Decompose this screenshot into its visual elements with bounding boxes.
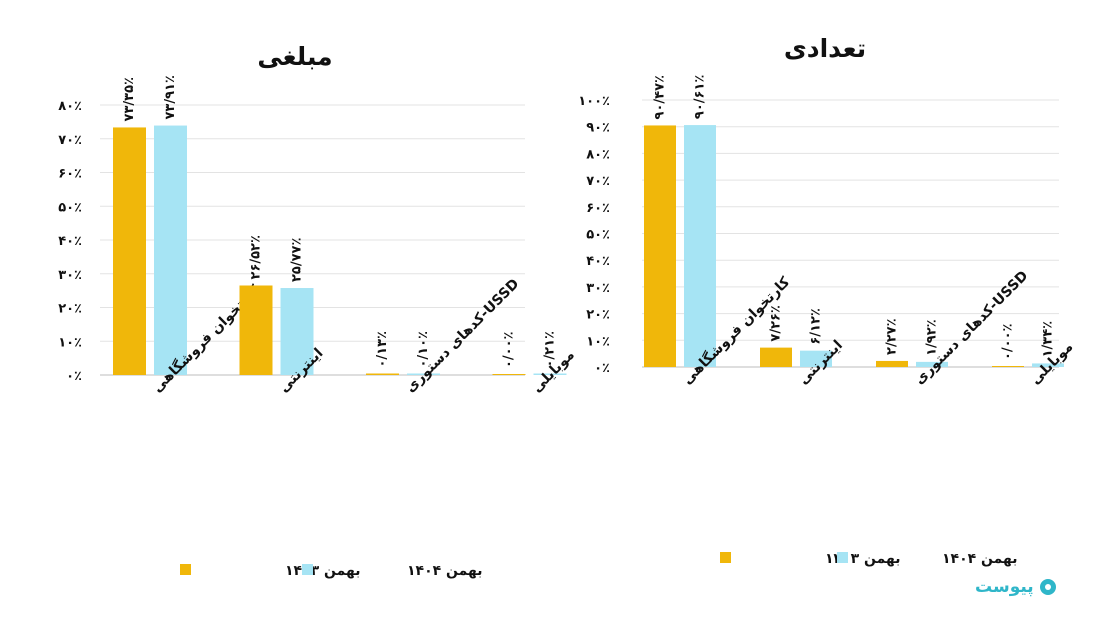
data-label: ۰/۰۰٪ bbox=[1001, 323, 1016, 360]
legend-label: بهمن ۱۴۰۴ bbox=[942, 551, 1018, 567]
chart-title: تعدادی bbox=[784, 34, 866, 63]
bar bbox=[876, 360, 908, 367]
y-tick-label: ۱۰٪ bbox=[58, 335, 82, 350]
y-tick-label: ۸۰٪ bbox=[58, 99, 82, 114]
bar bbox=[800, 350, 832, 367]
chart-title: مبلغی bbox=[257, 42, 332, 71]
data-label: ۶/۱۲٪ bbox=[809, 308, 824, 345]
data-label: ۲/۲۷٪ bbox=[885, 318, 900, 355]
y-tick-label: ۷۰٪ bbox=[58, 133, 82, 148]
legend-swatch bbox=[180, 564, 191, 575]
legend-swatch bbox=[720, 552, 731, 563]
data-label: ۱/۹۲٪ bbox=[925, 319, 940, 356]
logo-text: پیوست bbox=[975, 577, 1034, 597]
data-label: ۱/۳۴٪ bbox=[1041, 321, 1056, 358]
y-tick-label: ۴۰٪ bbox=[586, 254, 610, 269]
publisher-logo: پیوست bbox=[975, 574, 1087, 600]
data-label: ۷۳/۳۵٪ bbox=[122, 77, 137, 121]
bar bbox=[407, 373, 440, 375]
bar bbox=[684, 125, 716, 368]
data-label: ۰/۱۰٪ bbox=[416, 331, 431, 368]
bar bbox=[239, 285, 273, 375]
bar bbox=[113, 127, 146, 375]
data-label: ۲۵/۷۷٪ bbox=[290, 238, 305, 282]
y-tick-label: ۵۰٪ bbox=[58, 200, 82, 215]
bar bbox=[280, 288, 314, 375]
bar bbox=[492, 374, 526, 375]
data-label: ۰/۰۰٪ bbox=[502, 331, 517, 368]
legend-swatch bbox=[302, 564, 313, 575]
data-label: ۰/۲۱٪ bbox=[543, 331, 558, 368]
bar bbox=[644, 125, 676, 367]
bar bbox=[760, 347, 792, 367]
y-tick-label: ۲۰٪ bbox=[586, 308, 610, 323]
amount-chart: مبلغی ۰٪ ۱۰٪ ۲۰٪ ۳۰٪ ۴۰٪ ۵۰٪ ۶۰٪ ۷۰٪ ۸۰٪ ۷۳/۳۵٪ ۷۳/… bbox=[58, 42, 578, 579]
data-label: ۲۶/۵۲٪ bbox=[249, 235, 264, 279]
logo-mark-icon bbox=[1039, 579, 1056, 595]
bar bbox=[154, 125, 187, 376]
y-tick-label: ۷۰٪ bbox=[586, 174, 610, 189]
legend-label: بهمن ۱۴۰۴ bbox=[407, 563, 483, 579]
y-tick-label: ۰٪ bbox=[594, 361, 610, 376]
bar bbox=[366, 373, 399, 375]
data-label: ۰/۱۳٪ bbox=[375, 331, 390, 368]
y-tick-label: ۱۰٪ bbox=[586, 334, 610, 349]
y-tick-label: ۳۰٪ bbox=[586, 281, 610, 296]
y-tick-label: ۹۰٪ bbox=[586, 121, 610, 136]
bar bbox=[916, 361, 948, 367]
y-tick-label: ۵۰٪ bbox=[586, 228, 610, 243]
count-chart: تعدادی ۰٪ ۱۰٪ ۲۰٪ ۳۰٪ ۴۰٪ ۵۰٪ ۶۰٪ ۷۰٪ ۸۰٪ ۹۰٪ ۱۰۰٪ ۹… bbox=[578, 34, 1076, 567]
legend-swatch bbox=[837, 552, 848, 563]
data-label: ۷/۲۶٪ bbox=[769, 305, 784, 342]
y-tick-label: ۶۰٪ bbox=[58, 167, 82, 182]
legend-label: بهمن ۱۴۰۳ bbox=[825, 551, 901, 567]
y-tick-label: ۴۰٪ bbox=[58, 234, 82, 249]
y-tick-label: ۱۰۰٪ bbox=[578, 94, 610, 109]
bar bbox=[533, 373, 567, 375]
bar bbox=[1032, 363, 1064, 367]
y-tick-label: ۸۰٪ bbox=[586, 147, 610, 162]
data-label: ۷۳/۹۱٪ bbox=[163, 75, 178, 119]
y-tick-label: ۳۰٪ bbox=[58, 268, 82, 283]
data-label: ۹۰/۶۱٪ bbox=[693, 75, 708, 119]
y-tick-label: ۰٪ bbox=[66, 369, 82, 384]
y-tick-label: ۶۰٪ bbox=[586, 201, 610, 216]
legend-label: بهمن ۱۴۰۳ bbox=[285, 563, 361, 579]
data-label: ۹۰/۴۷٪ bbox=[653, 75, 668, 119]
bar bbox=[992, 366, 1024, 367]
y-tick-label: ۲۰٪ bbox=[58, 302, 82, 317]
